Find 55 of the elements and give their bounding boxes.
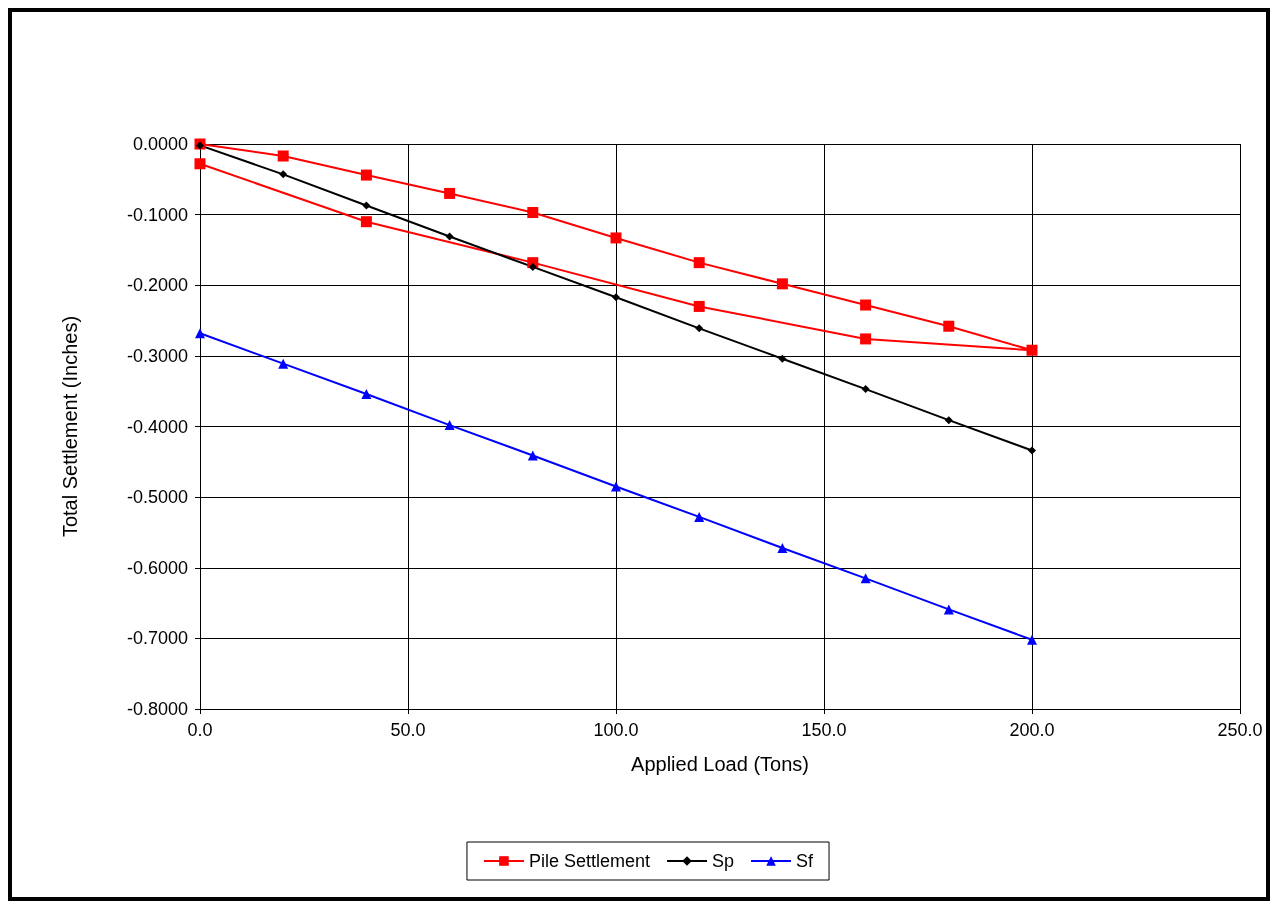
x-tick-label: 250.0 — [1217, 720, 1263, 740]
point — [527, 450, 538, 461]
point — [527, 207, 539, 219]
y-tick-label: -0.2000 — [126, 275, 188, 296]
point — [860, 299, 872, 311]
point — [444, 420, 455, 431]
x-tick-label: 150.0 — [801, 720, 847, 740]
y-axis-title: Total Settlement (Inches) — [59, 315, 81, 538]
y-tick-label: -0.3000 — [126, 345, 188, 366]
point — [528, 262, 537, 271]
point — [1026, 344, 1038, 356]
point — [1028, 446, 1036, 455]
point — [861, 385, 870, 394]
point — [944, 416, 953, 425]
point — [1027, 634, 1037, 645]
y-tick-label: -0.4000 — [126, 416, 188, 437]
point — [362, 201, 371, 210]
point — [361, 389, 372, 400]
x-tick-label: 100.0 — [593, 720, 639, 740]
y-tick-label: -0.7000 — [126, 628, 188, 649]
x-axis-title: Applied Load (Tons) — [631, 753, 809, 775]
point — [194, 158, 206, 170]
point — [943, 604, 954, 615]
point — [611, 481, 621, 492]
point — [693, 300, 705, 312]
y-tick-label: -0.8000 — [126, 699, 188, 719]
point — [860, 333, 872, 345]
point — [610, 232, 622, 244]
x-tick-label: 200.0 — [1009, 720, 1055, 740]
y-tick-label: -0.1000 — [126, 204, 188, 225]
point — [279, 170, 288, 179]
legend-label: Sp — [712, 851, 735, 871]
x-tick-label: 50.0 — [390, 720, 426, 740]
point — [195, 328, 205, 339]
point — [445, 232, 454, 241]
point — [860, 573, 871, 584]
y-tick-label: -0.6000 — [126, 557, 188, 578]
point — [943, 320, 955, 332]
y-tick-label: 0.0000 — [132, 134, 188, 154]
point — [695, 324, 704, 333]
point — [778, 354, 787, 363]
point — [277, 150, 289, 162]
point — [693, 257, 705, 269]
point — [777, 542, 788, 553]
point — [694, 511, 705, 522]
point — [776, 278, 788, 290]
point — [360, 216, 372, 228]
point — [278, 358, 289, 369]
legend-label: Pile Settlement — [528, 851, 651, 871]
point — [360, 169, 372, 181]
legend-label: Sf — [796, 851, 815, 871]
x-tick-label: 0.0 — [187, 720, 213, 740]
point — [612, 293, 620, 302]
y-tick-label: -0.5000 — [126, 487, 188, 508]
point — [444, 187, 456, 199]
